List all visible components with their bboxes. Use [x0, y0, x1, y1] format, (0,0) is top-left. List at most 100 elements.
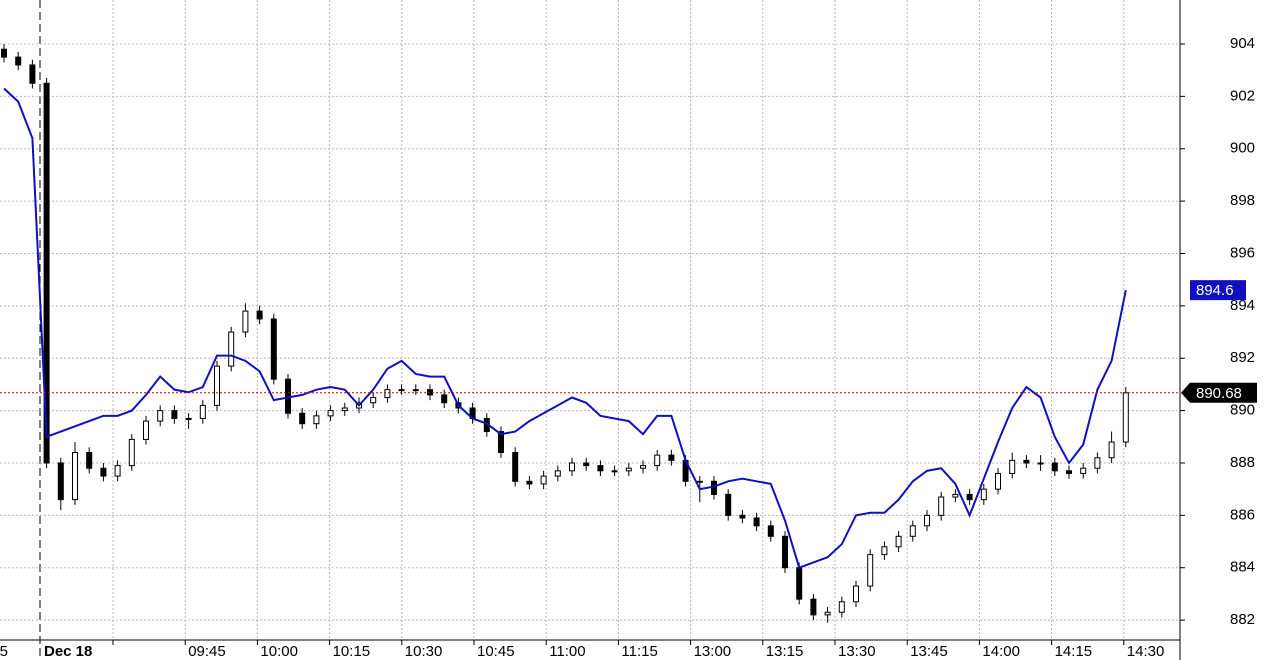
candle-body [696, 480, 703, 483]
candle-body [1066, 470, 1072, 474]
candle-body [72, 452, 78, 501]
candle-body [739, 514, 746, 519]
candle-body [512, 452, 519, 482]
candle-body [782, 535, 788, 569]
x-tick-label: 11:00 [549, 643, 585, 660]
candle-body [526, 480, 533, 485]
x-tick-label: 09:45 [188, 643, 226, 660]
x-tick-label: 13:15 [766, 643, 804, 660]
candle-body [29, 64, 36, 84]
x-tick-label: 11:15 [621, 643, 657, 660]
candle-body [540, 475, 547, 485]
y-tick-label: 892 [1230, 349, 1255, 366]
candle-body [86, 452, 93, 469]
candle-body [1051, 462, 1058, 472]
x-tick-label: 13:45 [910, 643, 948, 660]
candle-body [157, 410, 164, 422]
line-last-tag [1190, 280, 1246, 301]
candle-body [1037, 462, 1044, 465]
candle-body [895, 535, 902, 548]
candle-body [1, 48, 7, 58]
y-tick-label: 882 [1230, 611, 1255, 628]
y-tick-label: 898 [1230, 192, 1255, 209]
last-price-label: 890.68 [1196, 385, 1242, 402]
y-tick-label: 894 [1230, 297, 1255, 314]
candle-body [441, 394, 448, 404]
candle-body [228, 331, 235, 367]
candle-body [242, 310, 249, 333]
candle-body [654, 454, 661, 467]
candle-body [867, 554, 874, 587]
candle-body [171, 410, 178, 419]
candle-body [114, 465, 121, 477]
candle-body [1108, 441, 1115, 459]
candle-body [824, 611, 831, 616]
candle-body [554, 470, 561, 477]
candle-body [725, 493, 732, 516]
candle-body [143, 420, 149, 440]
candle-body [398, 389, 405, 392]
candle-body [753, 517, 760, 527]
candle-body [1122, 392, 1129, 443]
candle-body [853, 585, 859, 603]
price-line [3, 87, 1127, 570]
y-tick-label: 902 [1230, 87, 1255, 104]
candle-body [341, 407, 348, 412]
candle-body [427, 389, 433, 396]
candle-body [569, 462, 575, 472]
candle-body [412, 389, 419, 392]
candle-body [583, 462, 590, 467]
y-tick-label: 886 [1230, 506, 1255, 523]
x-tick-label: 10:00 [260, 643, 298, 660]
x-tick-label: 13:00 [694, 643, 732, 660]
candle-body [1080, 467, 1087, 474]
candle-body [256, 310, 263, 320]
candle-body [498, 431, 504, 454]
y-tick-label: 888 [1230, 454, 1255, 471]
x-tick-label: 14:15 [1055, 643, 1093, 660]
candle-body [909, 525, 916, 537]
line-last-label: 894.6 [1196, 282, 1234, 299]
candle-body [370, 397, 377, 404]
candle-body [952, 493, 959, 498]
candle-body [597, 465, 604, 472]
candle-body [668, 454, 675, 461]
candle-body [611, 470, 618, 473]
candle-body [767, 525, 774, 537]
candle-body [1023, 459, 1030, 464]
candle-body [810, 598, 817, 616]
y-tick-label: 896 [1230, 244, 1255, 261]
last-price-tag [1181, 382, 1257, 403]
candle-body [313, 415, 320, 425]
candle-body [199, 404, 206, 419]
candle-body [299, 412, 306, 425]
x-tick-label: 14:30 [1127, 643, 1165, 660]
candle-body [15, 56, 22, 66]
candle-body [924, 514, 930, 527]
candle-body [1009, 459, 1016, 474]
x-tick-label: 13:30 [838, 643, 876, 660]
candle-body [128, 438, 135, 467]
candle-body [43, 82, 50, 464]
candle-body [640, 465, 646, 469]
candle-body [625, 467, 632, 472]
x-tick-label: 10:45 [477, 643, 515, 660]
x-tick-label: 5 [0, 643, 8, 660]
candle-body [881, 546, 888, 556]
x-tick-label: 10:30 [405, 643, 443, 660]
candle-body [1094, 457, 1101, 469]
candle-body [995, 472, 1001, 490]
candle-body [966, 493, 973, 501]
y-tick-label: 884 [1230, 559, 1255, 576]
candle-body [796, 567, 803, 600]
candle-body [214, 365, 220, 406]
candle-body [980, 488, 987, 501]
candle-body [185, 417, 192, 420]
candle-body [938, 496, 945, 516]
y-tick-label: 900 [1230, 140, 1255, 157]
x-tick-label: Dec 18 [44, 643, 92, 660]
candle-body [327, 410, 334, 417]
candle-body [100, 467, 107, 477]
candle-body [838, 601, 845, 613]
